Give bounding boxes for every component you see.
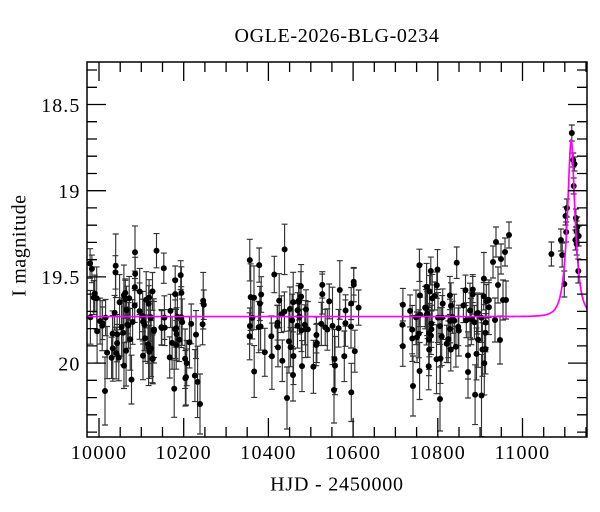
- svg-text:OGLE-2026-BLG-0234: OGLE-2026-BLG-0234: [234, 25, 439, 47]
- svg-text:10600: 10600: [325, 442, 382, 464]
- svg-text:10400: 10400: [240, 442, 297, 464]
- svg-text:10800: 10800: [410, 442, 467, 464]
- svg-text:I magnitude: I magnitude: [9, 194, 31, 296]
- svg-text:19: 19: [58, 181, 80, 203]
- svg-text:10000: 10000: [71, 442, 128, 464]
- svg-text:10200: 10200: [155, 442, 212, 464]
- svg-text:11000: 11000: [495, 442, 551, 464]
- svg-text:HJD - 2450000: HJD - 2450000: [270, 474, 404, 496]
- svg-text:19.5: 19.5: [41, 267, 80, 289]
- svg-text:20: 20: [58, 353, 80, 375]
- svg-text:18.5: 18.5: [41, 95, 80, 117]
